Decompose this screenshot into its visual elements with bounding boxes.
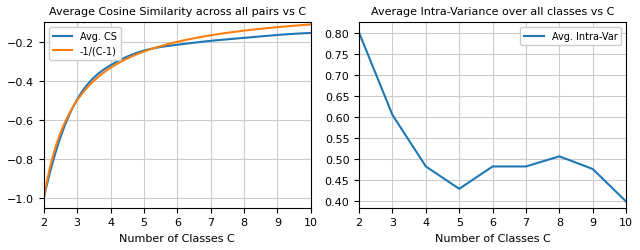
- X-axis label: Number of Classes C: Number of Classes C: [120, 233, 235, 243]
- -1/(C-1): [248, 29, 256, 32]
- Avg. Intra-Var: [556, 155, 563, 158]
- -1/(C-1): [223, 32, 231, 35]
- Title: Average Intra-Variance over all classes vs C: Average Intra-Variance over all classes …: [371, 7, 614, 17]
- Avg. Intra-Var: [422, 165, 429, 168]
- Legend: Avg. Intra-Var: Avg. Intra-Var: [520, 28, 621, 46]
- -1/(C-1): [148, 48, 156, 51]
- -1/(C-1): [40, 197, 47, 200]
- Avg. Intra-Var: [456, 188, 463, 190]
- -1/(C-1): [67, 109, 75, 112]
- -1/(C-1): [307, 24, 314, 27]
- Avg. Intra-Var: [355, 32, 363, 35]
- Avg. Intra-Var: [522, 165, 530, 168]
- Title: Average Cosine Similarity across all pairs vs C: Average Cosine Similarity across all pai…: [49, 7, 306, 17]
- X-axis label: Number of Classes C: Number of Classes C: [435, 233, 550, 243]
- Avg. CS: [223, 39, 231, 42]
- Legend: Avg. CS, -1/(C-1): Avg. CS, -1/(C-1): [49, 28, 120, 60]
- Avg. CS: [40, 197, 47, 200]
- -1/(C-1): [253, 28, 260, 32]
- Avg. Intra-Var: [388, 114, 396, 117]
- Avg. Intra-Var: [622, 200, 630, 203]
- Avg. Intra-Var: [489, 165, 497, 168]
- Avg. CS: [67, 110, 75, 113]
- Avg. CS: [307, 32, 314, 35]
- Line: Avg. CS: Avg. CS: [44, 34, 310, 198]
- Line: -1/(C-1): -1/(C-1): [44, 25, 310, 198]
- Avg. Intra-Var: [589, 168, 596, 171]
- Avg. CS: [157, 46, 165, 49]
- Line: Avg. Intra-Var: Avg. Intra-Var: [359, 34, 626, 202]
- Avg. CS: [253, 36, 260, 39]
- -1/(C-1): [157, 45, 165, 48]
- Avg. CS: [148, 48, 156, 51]
- Avg. CS: [248, 36, 256, 40]
